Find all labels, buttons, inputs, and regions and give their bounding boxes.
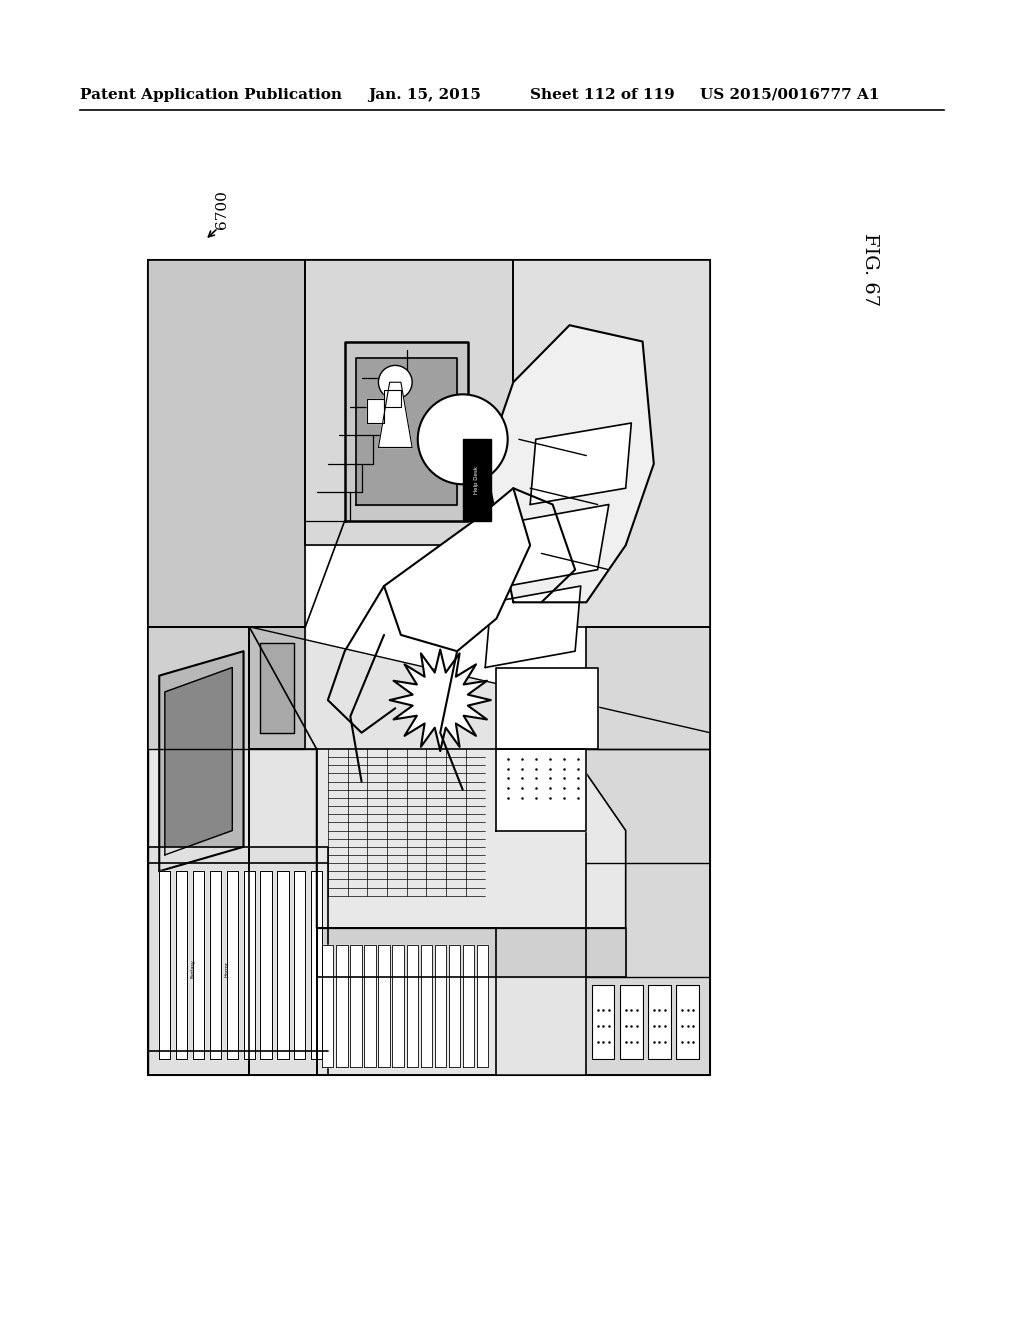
Circle shape [379, 366, 412, 399]
Polygon shape [497, 748, 587, 830]
Polygon shape [148, 748, 710, 1074]
Polygon shape [345, 342, 468, 521]
Text: Patent Application Publication: Patent Application Publication [80, 88, 342, 102]
Polygon shape [165, 668, 232, 855]
Polygon shape [244, 871, 255, 1059]
Polygon shape [368, 399, 384, 422]
Text: Fantasy: Fantasy [190, 960, 196, 978]
Text: Help Desk: Help Desk [474, 466, 479, 494]
Polygon shape [148, 847, 328, 1074]
Polygon shape [390, 649, 490, 751]
Polygon shape [160, 871, 170, 1059]
Polygon shape [407, 945, 418, 1067]
Polygon shape [513, 260, 710, 627]
Polygon shape [305, 260, 513, 545]
Polygon shape [365, 945, 376, 1067]
Text: Sheet 112 of 119: Sheet 112 of 119 [530, 88, 675, 102]
Polygon shape [497, 668, 598, 748]
Bar [463, 440, 490, 521]
Polygon shape [193, 871, 204, 1059]
Polygon shape [311, 871, 323, 1059]
Polygon shape [249, 627, 710, 1074]
Polygon shape [350, 945, 361, 1067]
Text: FIG. 67: FIG. 67 [861, 234, 879, 306]
Polygon shape [336, 945, 347, 1067]
Polygon shape [384, 488, 530, 651]
Polygon shape [278, 871, 289, 1059]
Polygon shape [316, 748, 626, 928]
Polygon shape [477, 945, 488, 1067]
Polygon shape [294, 871, 305, 1059]
Bar [148, 260, 710, 1074]
Polygon shape [508, 504, 609, 586]
Polygon shape [485, 586, 581, 668]
Polygon shape [148, 260, 305, 627]
Polygon shape [176, 871, 187, 1059]
Polygon shape [384, 391, 401, 407]
Polygon shape [379, 945, 390, 1067]
Polygon shape [379, 383, 412, 447]
Polygon shape [316, 928, 497, 1074]
Text: US 2015/0016777 A1: US 2015/0016777 A1 [700, 88, 880, 102]
Polygon shape [316, 928, 626, 977]
Polygon shape [434, 945, 445, 1067]
Polygon shape [587, 627, 710, 1074]
Polygon shape [621, 985, 643, 1059]
Polygon shape [392, 945, 403, 1067]
Text: Jan. 15, 2015: Jan. 15, 2015 [368, 88, 481, 102]
Polygon shape [210, 871, 221, 1059]
Polygon shape [249, 627, 305, 748]
Text: Horror: Horror [224, 961, 229, 977]
Polygon shape [323, 945, 334, 1067]
Text: 6700: 6700 [215, 190, 229, 230]
Polygon shape [485, 325, 653, 602]
Polygon shape [676, 985, 698, 1059]
Polygon shape [160, 651, 244, 871]
Polygon shape [463, 945, 474, 1067]
Polygon shape [592, 985, 614, 1059]
Polygon shape [260, 871, 271, 1059]
Polygon shape [260, 643, 294, 733]
Polygon shape [648, 985, 671, 1059]
Polygon shape [148, 627, 249, 1074]
Polygon shape [356, 358, 457, 504]
Polygon shape [449, 945, 460, 1067]
Polygon shape [226, 871, 238, 1059]
Polygon shape [421, 945, 432, 1067]
Circle shape [418, 395, 508, 484]
Polygon shape [530, 422, 632, 504]
